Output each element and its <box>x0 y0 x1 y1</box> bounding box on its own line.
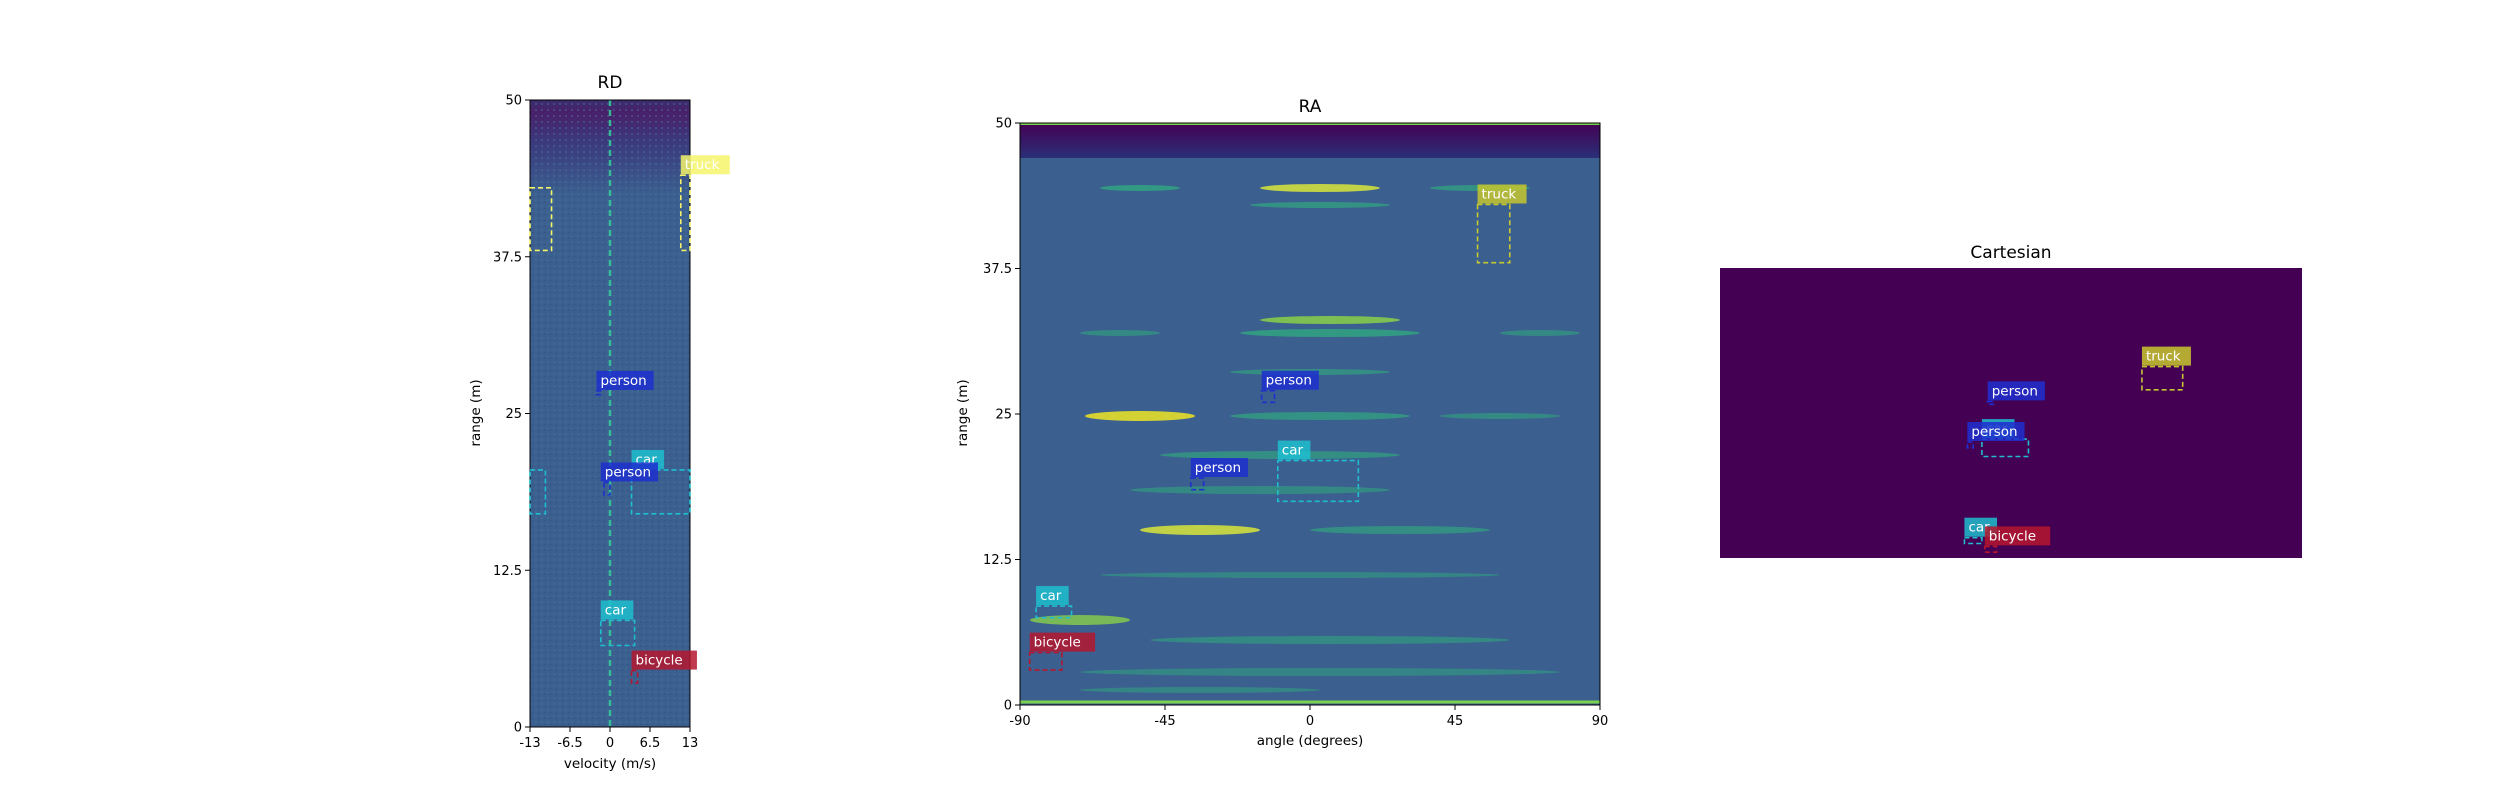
ra-tag-truck: truck <box>1482 186 1517 202</box>
rd-ytick-label: 37.5 <box>493 250 522 265</box>
ra-boxes: truck person car person car bicycle <box>1028 184 1527 671</box>
rd-xtick-label: 13 <box>682 736 699 751</box>
ra-tag-person: person <box>1266 373 1312 389</box>
ra-tag-person: person <box>1195 460 1241 476</box>
rd-heatmap <box>530 100 690 727</box>
rd-xtick-label: 0 <box>606 736 614 751</box>
cartesian-tag-person: person <box>1971 424 2017 440</box>
rd-box-person <box>603 481 611 496</box>
ra-tag-bg-bicycle <box>1029 632 1096 652</box>
ra-box-car <box>1276 459 1360 503</box>
rd-box-car <box>630 469 691 515</box>
ra-tag-bg-car <box>1277 440 1311 460</box>
ra-ytick-label: 50 <box>995 117 1012 132</box>
rd-ylabel: range (m) <box>468 379 484 446</box>
cartesian-tag-car: car <box>1968 520 1990 536</box>
ra-box-car <box>1035 605 1073 619</box>
rd-tag-bg-car <box>600 600 634 620</box>
ra-tag-bg-car <box>1036 586 1069 606</box>
ra-x-ticks: -90 -45 0 45 90 <box>1009 705 1608 729</box>
ra-tag-bg-truck <box>1477 184 1527 204</box>
ra-box-truck <box>1476 203 1511 264</box>
ra-box-person <box>1260 389 1276 404</box>
ra-xtick-label: -90 <box>1009 714 1030 729</box>
rd-xtick-label: 6.5 <box>640 736 661 751</box>
rd-tag-person: person <box>605 464 651 480</box>
ra-ytick-label: 37.5 <box>983 262 1012 277</box>
rd-tag-truck: truck <box>685 157 720 173</box>
ra-xtick-label: 0 <box>1306 714 1314 729</box>
ra-heatmap-streaks <box>1030 184 1580 693</box>
rd-tag-bg-person <box>600 462 658 482</box>
rd-box-bicycle <box>630 669 639 684</box>
ra-panel: RA <box>955 97 1608 749</box>
rd-box-truck <box>679 174 691 252</box>
rd-box-person <box>595 390 602 396</box>
ra-xlabel: angle (degrees) <box>1257 733 1364 749</box>
rd-ytick-label: 0 <box>514 721 522 736</box>
cartesian-tag-bg-bicycle <box>1984 526 2051 546</box>
rd-ytick-label: 50 <box>505 94 522 109</box>
ra-y-ticks: 0 12.5 25 37.5 50 <box>983 117 1020 714</box>
ra-title: RA <box>1299 97 1322 117</box>
cartesian-title: Cartesian <box>1970 243 2051 263</box>
rd-ytick-label: 25 <box>505 407 522 422</box>
rd-box-truck <box>529 186 553 252</box>
cartesian-tag-bg-person <box>1967 422 2025 441</box>
ra-heatmap-top-band <box>1020 123 1600 158</box>
rd-title: RD <box>598 73 623 93</box>
cartesian-box-person <box>1986 400 1995 406</box>
ra-tag-bicycle: bicycle <box>1034 635 1081 651</box>
ra-tag-bg-person <box>1261 370 1319 390</box>
ra-heatmap <box>1020 123 1600 705</box>
cartesian-tag-truck: truck <box>2146 349 2181 365</box>
cartesian-tag-bg-truck <box>2141 346 2191 366</box>
cartesian-tag-bg-person <box>1987 381 2045 401</box>
cartesian-tag-person: person <box>1992 383 2038 399</box>
rd-ytick-label: 12.5 <box>493 564 522 579</box>
cartesian-box-car <box>1963 536 1983 545</box>
ra-tag-car: car <box>1040 588 1062 604</box>
ra-tag-bg-person <box>1190 458 1248 478</box>
cartesian-background <box>1720 268 2302 558</box>
rd-x-ticks: -13 -6.5 0 6.5 13 <box>519 727 698 751</box>
cartesian-box-truck <box>2141 365 2184 391</box>
ra-box-bicycle <box>1028 651 1063 671</box>
ra-box-person <box>1189 477 1205 491</box>
cartesian-tag-bicycle: bicycle <box>1989 528 2036 544</box>
rd-tag-bicycle: bicycle <box>636 653 683 669</box>
rd-tag-bg-truck <box>680 155 730 175</box>
rd-box-car <box>529 469 547 515</box>
ra-xtick-label: 90 <box>1592 714 1609 729</box>
rd-tag-person: person <box>600 373 646 389</box>
rd-box-car <box>599 619 636 647</box>
ra-ylabel: range (m) <box>955 379 971 446</box>
cartesian-box-person <box>1966 441 1974 449</box>
ra-ytick-label: 12.5 <box>983 553 1012 568</box>
ra-xtick-label: 45 <box>1447 714 1464 729</box>
ra-tag-car: car <box>1282 443 1304 459</box>
ra-ytick-label: 25 <box>995 408 1012 423</box>
rd-xlabel: velocity (m/s) <box>564 756 656 772</box>
rd-tag-car: car <box>605 602 627 618</box>
rd-y-ticks: 0 12.5 25 37.5 50 <box>493 94 530 736</box>
ra-ytick-label: 0 <box>1004 699 1012 714</box>
ra-xtick-label: -45 <box>1154 714 1175 729</box>
rd-xtick-label: -6.5 <box>557 736 582 751</box>
rd-xtick-label: -13 <box>519 736 540 751</box>
rd-tag-bg-person <box>596 370 654 390</box>
rd-tag-bg-bicycle <box>631 650 697 670</box>
